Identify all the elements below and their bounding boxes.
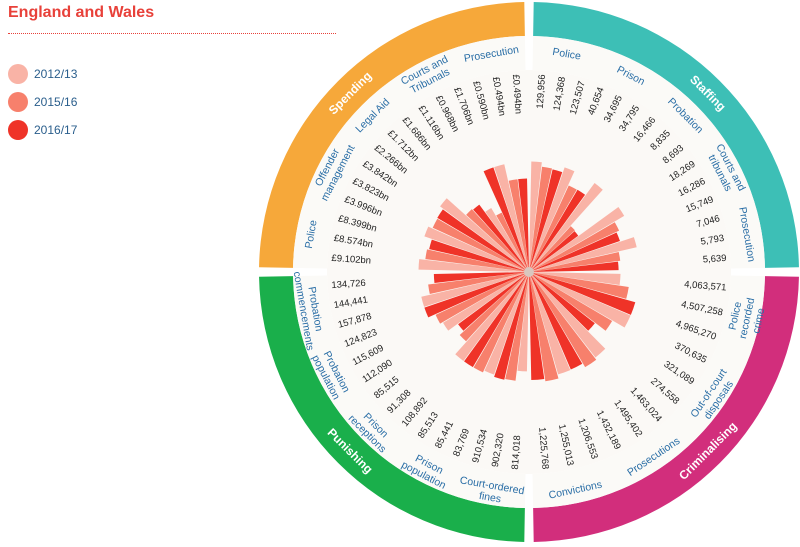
bar-punishing-0-0	[517, 272, 529, 372]
value-label: 134,726	[331, 278, 366, 291]
legend-swatch	[8, 120, 28, 140]
bar-punishing-4-2	[433, 272, 529, 284]
bar-criminalising-3-0	[529, 272, 571, 375]
value-label: 1,225,768	[536, 427, 550, 470]
bar-criminalising-2-2	[529, 272, 583, 370]
legend-swatch	[8, 64, 28, 84]
bar-punishing-1-2	[464, 272, 529, 368]
bar-spending-1-1	[432, 218, 529, 272]
bar-punishing-2-0	[455, 272, 529, 361]
bar-punishing-3-0	[443, 272, 529, 331]
category-label: Police	[303, 219, 320, 249]
legend-item-2016-17: 2016/17	[8, 116, 77, 144]
page-title: England and Wales	[8, 4, 155, 21]
bar-staffing-0-0	[529, 161, 542, 272]
bar-punishing-0-1	[505, 272, 529, 381]
bar-spending-2-1	[466, 209, 529, 272]
category-label: Policerecordedcrime	[725, 294, 769, 342]
bar-criminalising-1-1	[529, 272, 613, 331]
bar-punishing-0-2	[494, 272, 529, 380]
bar-staffing-1-2	[529, 189, 586, 272]
bar-punishing-3-2	[424, 272, 529, 318]
center-dot	[524, 267, 534, 277]
value-label: 4,063,571	[684, 279, 727, 293]
bar-staffing-0-1	[529, 166, 553, 272]
label-band	[532, 275, 765, 508]
value-label: 129,956	[535, 74, 548, 109]
bar-criminalising-0-1	[529, 272, 629, 299]
legend-swatch	[8, 92, 28, 112]
bar-criminalising-3-1	[529, 272, 559, 382]
bar-spending-3-2	[483, 167, 529, 272]
bar-spending-0-2	[429, 239, 529, 272]
legend-item-2015-16: 2015/16	[8, 88, 77, 116]
ring-segment-criminalising	[533, 276, 799, 542]
value-label: £9.102bn	[331, 253, 371, 267]
bar-criminalising-0-2	[529, 272, 636, 315]
bar-staffing-3-2	[529, 232, 620, 272]
bar-punishing-4-1	[428, 272, 529, 295]
bar-punishing-2-1	[459, 272, 529, 342]
bar-spending-2-0	[440, 198, 529, 272]
bar-staffing-3-1	[529, 222, 620, 272]
label-band	[293, 36, 526, 269]
legend: 2012/13 2015/16 2016/17	[8, 60, 77, 144]
bar-staffing-4-2	[529, 261, 619, 272]
bar-criminalising-0-0	[529, 272, 621, 285]
bar-staffing-1-0	[529, 167, 575, 272]
bar-spending-0-1	[425, 249, 529, 272]
bar-spending-4-2	[518, 178, 529, 272]
legend-label: 2016/17	[34, 123, 78, 137]
bar-punishing-4-0	[421, 272, 529, 307]
bar-criminalising-2-0	[529, 272, 606, 358]
value-label: 814,018	[510, 435, 523, 470]
bar-staffing-4-0	[529, 237, 637, 272]
bar-staffing-2-1	[529, 226, 575, 272]
bar-criminalising-3-2	[529, 272, 545, 381]
bar-staffing-0-2	[529, 169, 563, 272]
bar-spending-2-2	[473, 204, 529, 272]
bar-staffing-4-1	[529, 252, 621, 272]
category-label: Police	[551, 46, 581, 63]
bar-spending-0-0	[418, 259, 529, 272]
bar-spending-4-0	[494, 164, 529, 272]
bar-criminalising-1-0	[529, 272, 631, 328]
bar-spending-1-2	[437, 209, 529, 272]
value-label: £0.494bn	[510, 74, 524, 114]
bar-staffing-1-1	[529, 185, 577, 272]
ring-segment-spending	[259, 2, 525, 268]
legend-item-2012-13: 2012/13	[8, 60, 77, 88]
bar-criminalising-1-2	[529, 272, 595, 331]
bar-punishing-3-1	[435, 272, 529, 324]
legend-label: 2012/13	[34, 67, 78, 81]
value-label: 5,793	[700, 233, 725, 248]
label-band	[532, 36, 765, 269]
bar-staffing-2-2	[529, 231, 579, 272]
legend-label: 2015/16	[34, 95, 78, 109]
bar-punishing-1-1	[473, 272, 529, 373]
bar-punishing-1-0	[484, 272, 529, 375]
ring-segment-punishing	[259, 276, 525, 542]
label-band	[293, 275, 526, 508]
bar-staffing-2-0	[529, 183, 603, 272]
bar-spending-4-1	[508, 179, 529, 272]
ring-segment-staffing	[533, 2, 799, 268]
bar-punishing-2-2	[458, 272, 529, 331]
value-label: 5,639	[702, 253, 726, 266]
bar-criminalising-2-1	[529, 272, 597, 368]
bar-spending-1-0	[424, 226, 529, 272]
bar-spending-3-1	[496, 212, 529, 272]
title-divider	[8, 33, 336, 34]
bar-spending-3-0	[485, 207, 529, 272]
bar-staffing-3-0	[529, 207, 625, 272]
